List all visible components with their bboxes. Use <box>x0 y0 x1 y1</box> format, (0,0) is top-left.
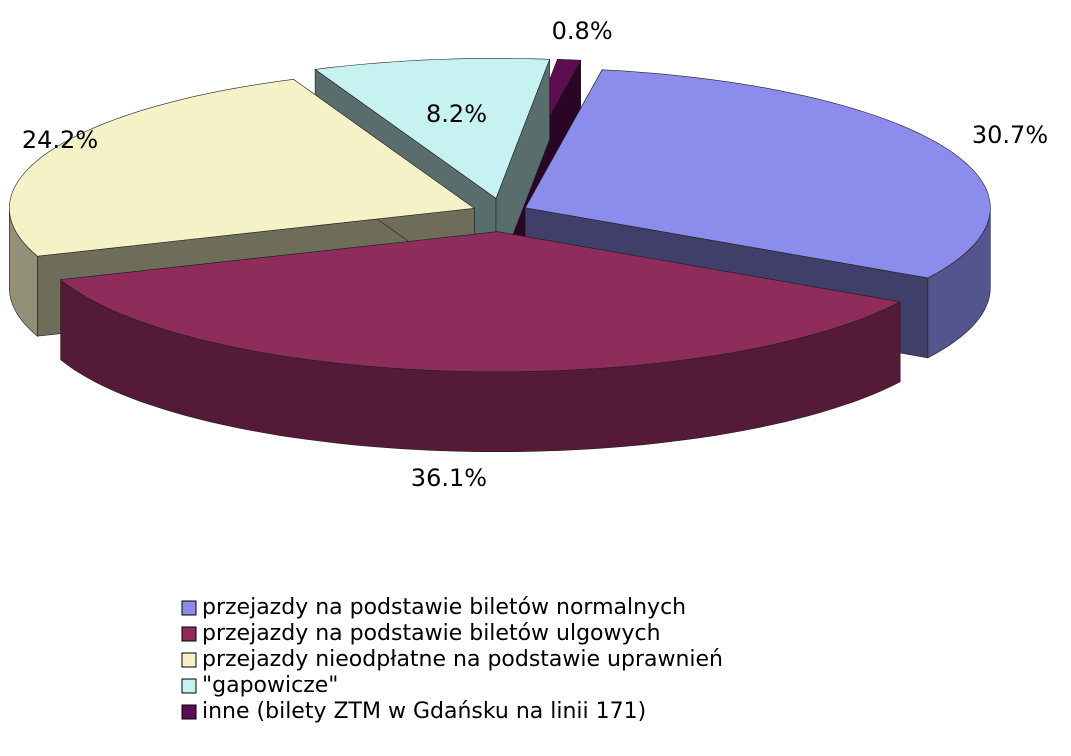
data-label: 8.2% <box>426 100 487 128</box>
slice <box>524 69 991 279</box>
data-label: 24.2% <box>22 126 98 154</box>
data-label: 30.7% <box>972 121 1048 149</box>
slice <box>8 78 476 257</box>
data-label: 36.1% <box>411 464 487 492</box>
legend-label: "gapowicze" <box>202 673 338 698</box>
legend-swatch <box>181 652 197 668</box>
legend-label: przejazdy nieodpłatne na podstawie upraw… <box>202 647 723 672</box>
legend-label: przejazdy na podstawie biletów ulgowych <box>202 621 661 646</box>
slice <box>59 231 902 372</box>
legend-swatch <box>181 626 197 642</box>
slice <box>314 58 551 199</box>
legend-label: przejazdy na podstawie biletów normalnyc… <box>202 595 686 620</box>
data-label: 0.8% <box>552 17 613 45</box>
legend-label: inne (bilety ZTM w Gdańsku na linii 171) <box>202 699 646 724</box>
legend-swatch <box>181 678 197 694</box>
legend-swatch <box>181 600 197 616</box>
legend-swatch <box>181 704 197 720</box>
